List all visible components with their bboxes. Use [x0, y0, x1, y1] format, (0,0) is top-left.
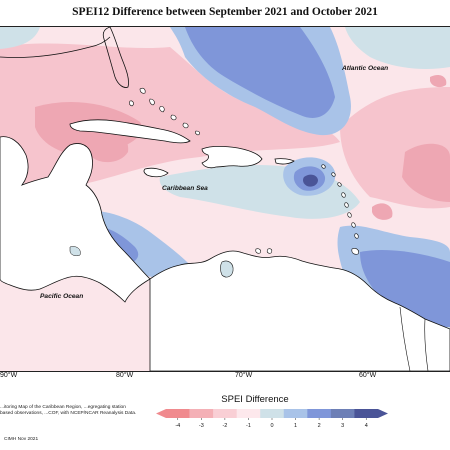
legend-tick-label: -4 — [175, 423, 180, 429]
positive-ring-core — [303, 174, 318, 187]
map-canvas — [0, 27, 450, 371]
lake-nicaragua — [69, 246, 81, 257]
negative-spot-atlantic — [430, 74, 447, 88]
land-jamaica — [143, 167, 169, 178]
map-credit: CIMH Nov 2021 — [4, 437, 39, 442]
legend-tick-label: 1 — [294, 423, 297, 429]
map-notes: ...itoring Map of the Caribbean Region, … — [0, 405, 137, 416]
legend-colorbar: -4 -3 -2 -1 0 1 2 3 4 — [156, 409, 388, 429]
land-bahamas — [129, 87, 201, 136]
land-hispaniola — [201, 145, 263, 169]
legend-swatch-0 — [156, 409, 190, 418]
legend-swatch-5 — [283, 409, 308, 418]
positive-core-atlantic — [185, 27, 335, 118]
positive-field-far-east — [345, 27, 450, 69]
legend-tick-label: 2 — [318, 423, 321, 429]
legend-title: SPEI Difference — [221, 394, 289, 405]
label-pacific-ocean: Pacific Ocean — [40, 293, 84, 300]
map-title: SPEI12 Difference between September 2021… — [72, 6, 378, 18]
label-atlantic-ocean: Atlantic Ocean — [342, 65, 389, 72]
longitude-label-80w: 80°W — [116, 372, 134, 379]
land-central-america — [0, 136, 151, 303]
legend-tick-label: -1 — [246, 423, 251, 429]
legend-swatch-6 — [307, 409, 332, 418]
lake-maracaibo — [220, 260, 234, 278]
land-gulf-coast — [0, 36, 111, 58]
negative-core-east — [402, 143, 450, 202]
land-south-america — [149, 250, 450, 371]
longitude-label-90w: 90°W — [0, 372, 18, 379]
land-lesser-antilles — [255, 164, 359, 255]
legend-tick-label: -3 — [199, 423, 204, 429]
legend-tick-label: 0 — [270, 423, 273, 429]
longitude-label-70w: 70°W — [235, 372, 253, 379]
legend-tick-label: 3 — [341, 423, 344, 429]
legend-swatch-3 — [236, 409, 261, 418]
land-florida — [102, 27, 129, 88]
legend-swatch-2 — [213, 409, 238, 418]
negative-spot-east — [372, 203, 393, 220]
legend-swatch-8 — [354, 409, 388, 418]
guiana-borders — [399, 306, 429, 371]
positive-core-south-america — [360, 250, 450, 327]
legend-swatch-1 — [189, 409, 214, 418]
legend-tick-label: -2 — [222, 423, 227, 429]
legend-tick-label: 4 — [365, 423, 368, 429]
legend-swatch-7 — [330, 409, 355, 418]
longitude-label-60w: 60°W — [359, 372, 377, 379]
land-cuba — [69, 119, 191, 144]
negative-core-yucatan — [90, 132, 129, 163]
legend-swatch-4 — [260, 409, 285, 418]
spei-difference-map: Atlantic Ocean Caribbean Sea Pacific Oce… — [0, 26, 450, 372]
positive-field-far-west — [0, 27, 40, 49]
label-caribbean-sea: Caribbean Sea — [162, 185, 208, 192]
land-puerto-rico — [274, 158, 295, 165]
